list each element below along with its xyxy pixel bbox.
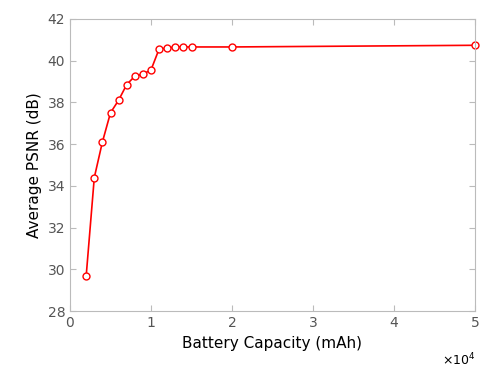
X-axis label: Battery Capacity (mAh): Battery Capacity (mAh) [182, 336, 362, 351]
Y-axis label: Average PSNR (dB): Average PSNR (dB) [27, 92, 42, 238]
Text: $\times10^4$: $\times10^4$ [442, 352, 475, 369]
